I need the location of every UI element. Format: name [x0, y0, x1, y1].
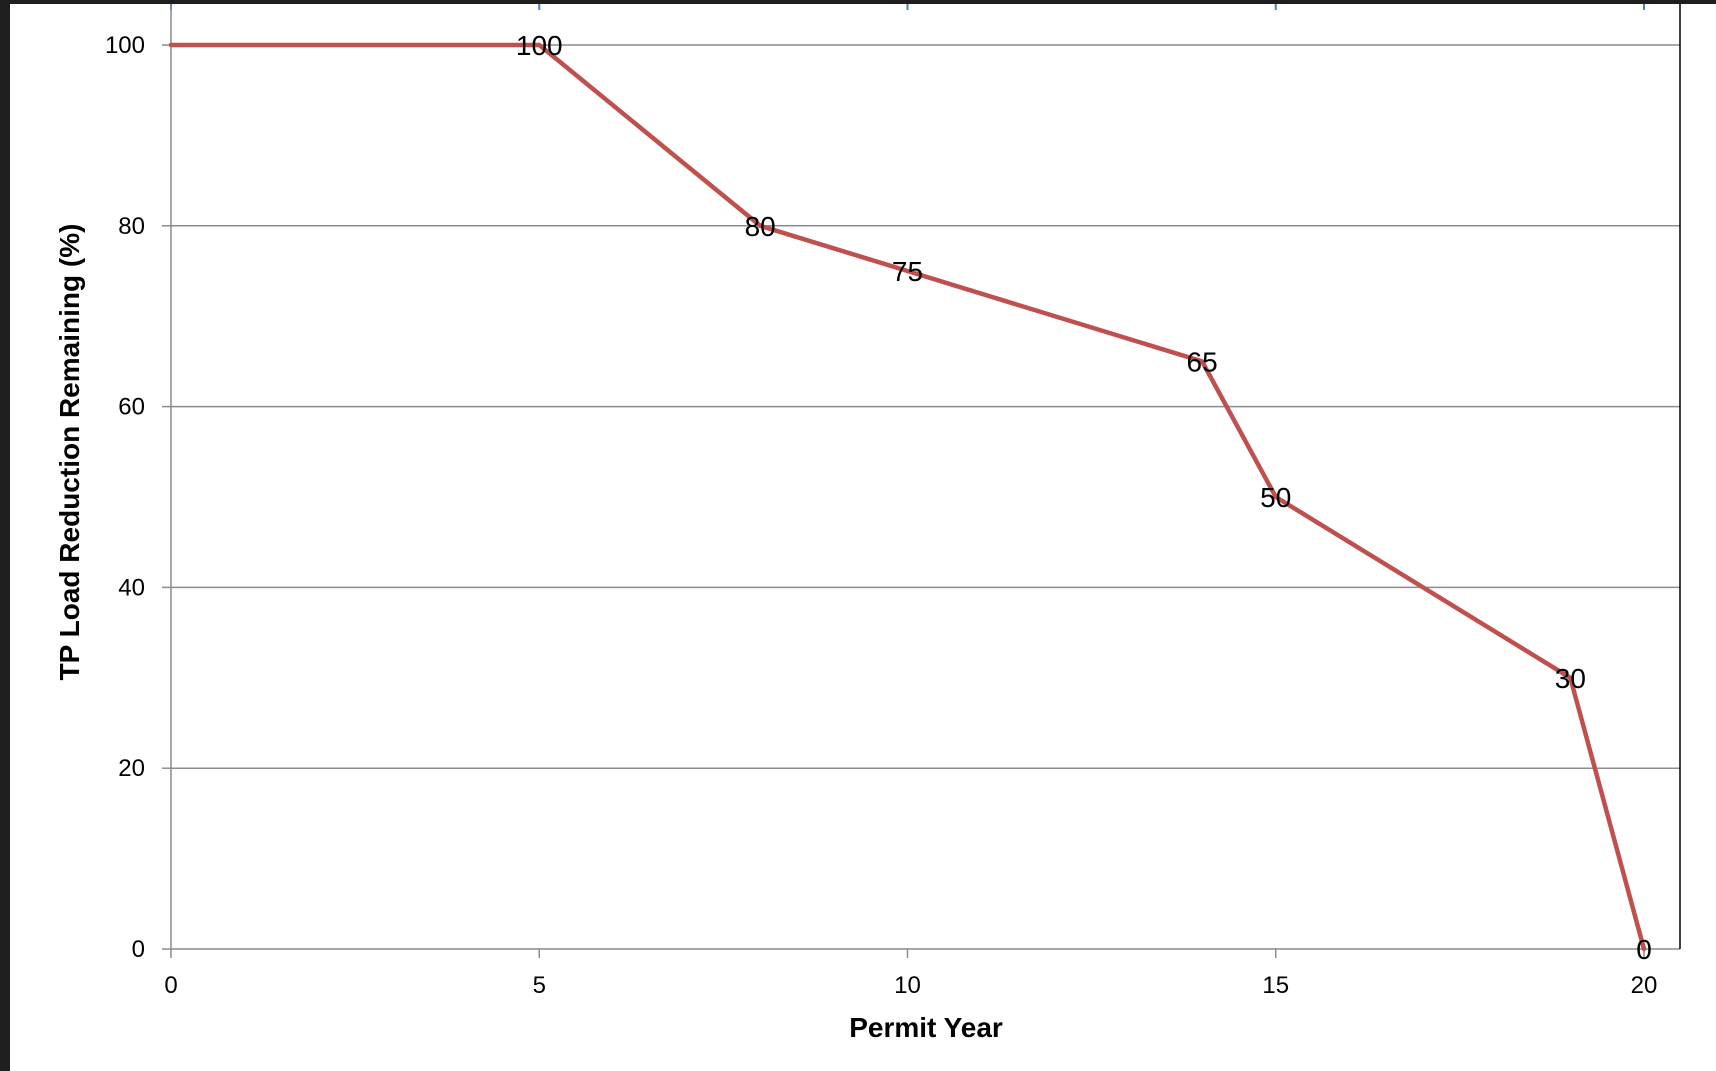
chart-area: [10, 4, 1716, 1071]
y-tick-label: 80: [118, 213, 145, 240]
data-label: 75: [892, 256, 923, 287]
data-label: 100: [516, 30, 563, 61]
y-tick-label: 40: [118, 574, 145, 601]
data-label: 30: [1555, 663, 1586, 694]
x-tick-label: 0: [164, 972, 177, 999]
axes: 0 20 40 60 80 100 0 5 10 15 20: [105, 4, 1681, 999]
x-tick-label: 15: [1262, 972, 1289, 999]
data-labels: 100 80 75 65 50 30 0: [516, 30, 1652, 965]
y-tick-label: 100: [105, 32, 145, 59]
gridlines: [171, 44, 1680, 769]
data-label: 0: [1636, 934, 1652, 965]
x-tick-label: 20: [1631, 972, 1658, 999]
data-label: 80: [745, 211, 776, 242]
y-tick-label: 20: [118, 755, 145, 782]
x-tick-label: 10: [894, 972, 921, 999]
series: [168, 42, 1647, 952]
y-axis-title: TP Load Reduction Remaining (%): [54, 224, 85, 681]
x-axis-title: Permit Year: [849, 1012, 1003, 1043]
y-tick-label: 60: [118, 394, 145, 421]
data-label: 65: [1187, 346, 1218, 377]
series-line: [168, 42, 1647, 952]
x-tick-label: 5: [533, 972, 546, 999]
y-tick-label: 0: [132, 936, 145, 963]
data-label: 50: [1260, 482, 1291, 513]
